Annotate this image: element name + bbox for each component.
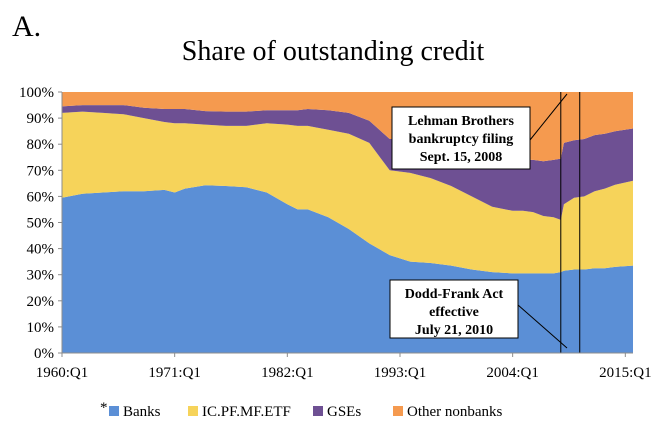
- axes: 0% 10% 20% 30% 40% 50% 60% 70% 80% 90% 100% 1960:Q1…: [19, 85, 652, 381]
- area-gses: [62, 105, 633, 220]
- x-tick-label: 2015:Q1: [599, 365, 652, 381]
- x-tick-label: 1993:Q1: [374, 365, 427, 381]
- callout-text-dodd-frank: Dodd-Frank Act: [405, 287, 504, 302]
- legend-label: Banks: [123, 404, 161, 420]
- y-tick-label: 0%: [34, 346, 54, 362]
- callout-text-lehman: Sept. 15, 2008: [420, 150, 502, 165]
- legend: * Banks IC.PF.MF.ETF GSEs Other nonbanks: [100, 400, 503, 420]
- y-tick-label: 30%: [27, 268, 55, 284]
- legend-swatch: [109, 406, 119, 416]
- y-tick-label: 50%: [27, 216, 55, 232]
- y-tick-label: 20%: [27, 294, 55, 310]
- legend-swatch: [313, 406, 323, 416]
- annotations: Lehman Brothers bankruptcy filing Sept. 15…: [389, 93, 568, 349]
- x-tick-label: 1971:Q1: [148, 365, 201, 381]
- x-tick-label: 1960:Q1: [36, 365, 89, 381]
- x-tick-label: 2004:Q1: [486, 365, 539, 381]
- y-tick-label: 60%: [27, 189, 55, 205]
- event-lines: [560, 92, 581, 353]
- area-ic-pf-mf-etf: [62, 111, 633, 274]
- y-tick-label: 90%: [27, 111, 55, 127]
- y-tick-label: 40%: [27, 242, 55, 258]
- chart-title: Share of outstanding credit: [181, 36, 485, 67]
- legend-label: Other nonbanks: [407, 404, 503, 420]
- y-tick-label: 10%: [27, 320, 55, 336]
- callout-box-dodd-frank: [389, 279, 519, 339]
- callout-pointer-dodd-frank: [517, 304, 568, 349]
- callout-text-lehman: Lehman Brothers: [408, 114, 514, 129]
- callout-pointer-lehman: [529, 93, 568, 141]
- callout-text-dodd-frank: effective: [429, 305, 479, 320]
- legend-star: *: [100, 400, 108, 416]
- legend-label: IC.PF.MF.ETF: [202, 404, 291, 420]
- callout-box-lehman: [391, 106, 531, 170]
- callout-text-dodd-frank: July 21, 2010: [415, 323, 493, 338]
- legend-label: GSEs: [327, 404, 361, 420]
- legend-swatch: [188, 406, 198, 416]
- y-tick-label: 70%: [27, 163, 55, 179]
- panel-letter: A.: [12, 10, 42, 43]
- callout-text-lehman: bankruptcy filing: [409, 132, 514, 147]
- y-tick-label: 100%: [19, 85, 54, 101]
- y-tick-label: 80%: [27, 137, 55, 153]
- x-tick-label: 1982:Q1: [261, 365, 314, 381]
- area-series-group: [62, 92, 633, 353]
- legend-swatch: [393, 406, 403, 416]
